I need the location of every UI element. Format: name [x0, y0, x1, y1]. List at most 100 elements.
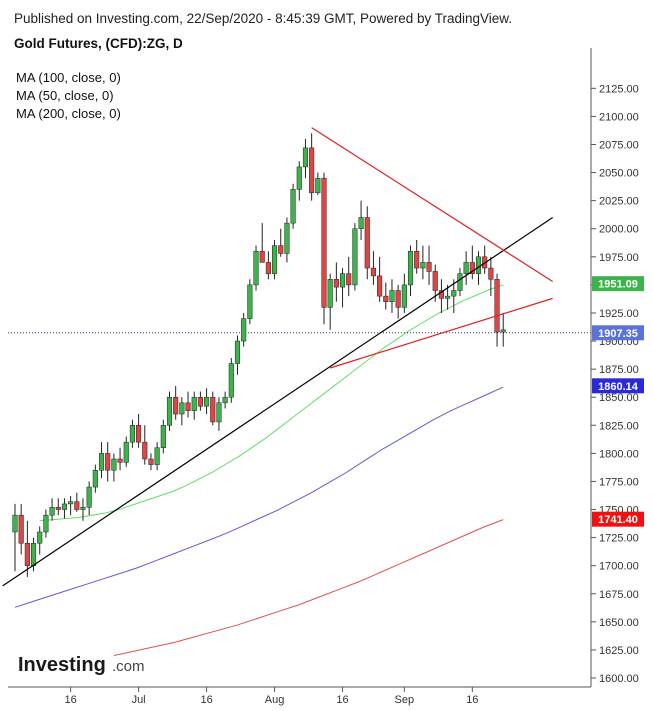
price-badge-label: 1951.09 — [598, 279, 638, 291]
x-tick-label: Jul — [132, 694, 146, 706]
y-tick-label: 1625.00 — [599, 645, 639, 657]
candle-body — [166, 396, 173, 426]
x-tick-label: 16 — [336, 694, 348, 706]
price-badge-label: 1860.14 — [598, 381, 639, 393]
candle-body — [426, 262, 432, 272]
candle-body — [401, 284, 407, 308]
candle — [222, 391, 228, 409]
y-tick-label: 1600.00 — [599, 673, 639, 685]
candle — [247, 279, 253, 325]
price-badge-bg — [592, 325, 644, 341]
candle-body — [204, 396, 210, 407]
candle-body — [228, 363, 234, 398]
candle — [166, 391, 173, 431]
candle-body — [333, 279, 339, 288]
candle — [352, 223, 358, 291]
ma-50-line — [39, 284, 504, 522]
logo-suffix: .com — [112, 658, 145, 675]
candle-body — [284, 222, 290, 254]
candle — [185, 391, 191, 418]
y-tick-label: 2100.00 — [599, 111, 639, 123]
candle-body — [12, 514, 18, 533]
candle-body — [111, 458, 117, 471]
candle-body — [61, 503, 67, 510]
candle — [321, 172, 327, 325]
candle-body — [488, 267, 494, 280]
candle — [327, 273, 333, 330]
candle — [61, 498, 67, 519]
candle — [414, 239, 420, 274]
logo-brand: Investing — [18, 654, 106, 676]
candle-body — [364, 217, 370, 269]
candle-body — [407, 250, 414, 286]
y-tick-label: 1700.00 — [599, 561, 639, 573]
y-tick-label: 2125.00 — [599, 83, 639, 95]
candle-body — [148, 458, 154, 465]
candle — [272, 239, 278, 280]
y-tick-label: 2075.00 — [599, 139, 639, 151]
candle — [173, 385, 179, 420]
triangle-lower-line — [330, 297, 553, 369]
candle-body — [179, 402, 185, 415]
y-tick-label: 1850.00 — [599, 392, 639, 404]
candle — [234, 335, 241, 375]
candle — [74, 492, 80, 512]
price-badge-bg — [592, 511, 644, 527]
candle — [364, 206, 370, 280]
triangle-upper-line — [311, 127, 553, 283]
candle-body — [210, 396, 216, 423]
candle-body — [253, 250, 259, 286]
candle-body — [55, 507, 61, 510]
candle — [259, 223, 265, 263]
candle-body — [339, 273, 346, 288]
candle — [451, 279, 457, 313]
candle-body — [395, 290, 401, 308]
candle — [12, 503, 18, 572]
candle-body — [445, 295, 451, 299]
price-badge: 1907.35 — [592, 325, 644, 341]
candle-body — [315, 177, 321, 194]
candle-body — [43, 514, 49, 533]
candle-body — [327, 279, 333, 308]
y-tick-label: 2050.00 — [599, 168, 639, 180]
candle-body — [222, 396, 228, 404]
candle — [43, 509, 49, 538]
candle — [389, 279, 395, 313]
ma-50-legend[interactable]: MA (50, close, 0) — [16, 88, 114, 103]
candle — [265, 251, 271, 280]
candle — [98, 442, 105, 479]
candle-body — [383, 295, 389, 302]
candle-body — [278, 245, 284, 254]
candle — [24, 520, 30, 577]
candle-body — [129, 425, 135, 443]
candle — [210, 391, 216, 426]
candle — [80, 498, 86, 521]
candle — [500, 312, 506, 347]
candle-body — [494, 279, 500, 333]
candle — [346, 256, 352, 297]
candle — [339, 268, 346, 308]
candle — [426, 245, 432, 285]
candle — [457, 268, 463, 297]
ma-100-legend[interactable]: MA (100, close, 0) — [16, 70, 121, 85]
candle-body — [142, 441, 148, 460]
candle — [142, 425, 148, 465]
price-badge-bg — [592, 276, 644, 292]
candle-body — [321, 177, 327, 308]
candle-body — [259, 250, 265, 263]
price-badge-label: 1907.35 — [598, 328, 638, 340]
ma-200-legend[interactable]: MA (200, close, 0) — [16, 106, 121, 121]
candle — [191, 391, 197, 420]
candle — [129, 419, 135, 448]
candle-body — [463, 262, 469, 274]
candle — [228, 357, 234, 403]
price-badge: 1951.09 — [592, 276, 644, 292]
candle-body — [117, 458, 123, 463]
candle-body — [191, 396, 197, 411]
candle-body — [457, 273, 463, 291]
candle — [296, 161, 302, 201]
candle — [241, 312, 247, 347]
candle — [494, 273, 500, 347]
y-tick-label: 2025.00 — [599, 196, 639, 208]
